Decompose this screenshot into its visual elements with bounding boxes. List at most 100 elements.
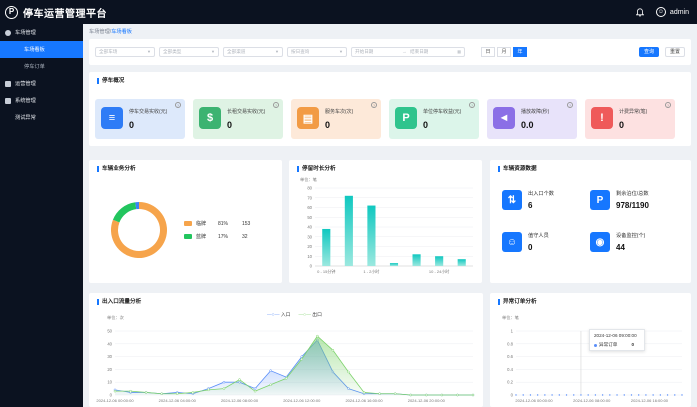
- sidebar-group-label: 车场管理: [15, 30, 36, 36]
- flow-point: [284, 377, 288, 380]
- abnormal-title: 异常订单分析: [498, 299, 537, 305]
- sidebar-group-system[interactable]: 系统管理: [0, 92, 83, 109]
- tooltip-dot: [594, 343, 597, 347]
- y-tick-label: 20: [307, 244, 312, 249]
- help-icon[interactable]: ?: [175, 102, 181, 108]
- resource-item: P 剩余泊位/总数 978/1190: [590, 188, 680, 224]
- breadcrumb-current: 车场看板: [111, 29, 132, 35]
- logo[interactable]: P 停车运营管理平台: [0, 5, 107, 20]
- y-tick-label: 0: [310, 264, 313, 269]
- help-icon[interactable]: ?: [273, 102, 279, 108]
- x-tick-label: 2024-12-06 00:00:00: [96, 398, 134, 403]
- legend-outbound[interactable]: —○— 出口: [298, 313, 322, 318]
- breadcrumb-parent[interactable]: 车场管理: [89, 29, 110, 35]
- gate-icon: ⇅: [502, 190, 522, 210]
- card-value: 0: [423, 120, 429, 130]
- resource-label: 值守人员: [528, 233, 549, 239]
- card-label: 计费异常(笔): [619, 109, 648, 115]
- period-day-button[interactable]: 日: [481, 47, 495, 57]
- duration-bar[interactable]: [367, 205, 376, 266]
- flow-point: [362, 391, 366, 394]
- y-tick-label: 1: [511, 329, 514, 334]
- sidebar-group-test[interactable]: 测试异常: [0, 109, 83, 126]
- x-tick-label: 2024-12-06 16:00:00: [345, 398, 383, 403]
- app-title: 停车运营管理平台: [23, 8, 107, 20]
- duration-bar[interactable]: [322, 228, 331, 266]
- legend-pct: 81%: [218, 220, 229, 227]
- duration-bar[interactable]: [435, 256, 444, 266]
- flow-point: [425, 393, 428, 397]
- bell-icon[interactable]: [635, 7, 644, 17]
- money-bag-icon: $: [199, 107, 221, 129]
- duration-bar[interactable]: [412, 254, 421, 266]
- y-tick-label: 70: [307, 195, 312, 200]
- donut-slice[interactable]: [112, 202, 137, 223]
- help-icon[interactable]: ?: [371, 102, 377, 108]
- y-tick-label: 30: [107, 354, 112, 359]
- chevron-down-icon: ▼: [147, 49, 151, 54]
- date-range-picker[interactable]: 开始日期 → 结束日期 ▦: [351, 47, 465, 57]
- card-label: 长租交易实收(元): [227, 109, 266, 115]
- channel-select[interactable]: 全部渠道 ▼: [223, 47, 283, 57]
- x-tick-label: 2024-12-06 16:00:00: [631, 398, 669, 403]
- query-mode-select[interactable]: 按日查询 ▼: [287, 47, 347, 57]
- abnormal-point: [674, 394, 676, 396]
- type-select[interactable]: 全部类型 ▼: [159, 47, 219, 57]
- flow-point: [393, 392, 397, 395]
- flow-point: [160, 392, 163, 395]
- duration-bar[interactable]: [389, 263, 399, 266]
- resource-item: ◉ 设备监控(个) 44: [590, 230, 680, 266]
- abnormal-point: [681, 394, 683, 396]
- mute-icon: ◄: [493, 107, 515, 129]
- help-icon[interactable]: ?: [665, 102, 671, 108]
- abnormal-point: [565, 394, 568, 396]
- abnormal-point: [515, 394, 517, 396]
- card-value: 0: [129, 120, 135, 130]
- y-tick-label: 0.2: [507, 380, 513, 385]
- vehicle-business-panel: 车辆业务分析 临牌 81% 153 蓝牌 17% 32: [89, 160, 282, 283]
- flow-point: [378, 392, 381, 395]
- help-icon[interactable]: ?: [567, 102, 573, 108]
- avatar-icon: ☺: [655, 7, 666, 17]
- duration-bar-chart: 0 10 20 30 40 50 60 70 80 0 - 15分钟 1 - 2小时 10 - 24小…: [307, 186, 473, 274]
- x-tick-label: 2024-12-06 04:00:00: [159, 398, 197, 403]
- legend-row-temp: 临牌 81% 153: [184, 220, 250, 227]
- parking-lot-select[interactable]: 全部车场 ▼: [95, 47, 155, 57]
- sidebar-item-orders[interactable]: 停车订单: [24, 64, 45, 70]
- sidebar-group-operation[interactable]: 运营管理: [0, 75, 83, 92]
- search-button[interactable]: 查询: [639, 47, 659, 57]
- card-label: 服务车次(次): [325, 109, 354, 115]
- abnormal-point: [551, 394, 553, 396]
- overview-panel: 停车概况 ≡ 停车交易实收(元) 0? $ 长租交易实收(元) 0? ▤ 服务车次(次) 0? P…: [89, 72, 691, 146]
- sidebar-item-dashboard[interactable]: 车场看板: [0, 41, 83, 58]
- duration-bar[interactable]: [457, 259, 466, 266]
- user-menu[interactable]: ☺ admin: [655, 7, 689, 17]
- flow-point: [253, 387, 257, 390]
- chevron-down-icon: ▼: [211, 49, 215, 54]
- overview-card: ▤ 服务车次(次) 0?: [291, 99, 381, 139]
- car-icon: ▤: [297, 107, 319, 129]
- sidebar-group-parking[interactable]: 车场管理: [0, 24, 83, 41]
- flow-line[interactable]: [115, 335, 473, 396]
- parking-logo-icon: P: [5, 5, 18, 19]
- reset-button[interactable]: 重置: [665, 47, 685, 57]
- y-tick-label: 0: [511, 393, 514, 398]
- help-icon[interactable]: ?: [469, 102, 475, 108]
- card-label: 停车交易实收(元): [129, 109, 168, 115]
- donut-chart: [111, 202, 167, 258]
- y-tick-label: 50: [107, 329, 112, 334]
- period-month-button[interactable]: 月: [497, 47, 511, 57]
- period-year-button[interactable]: 年: [513, 47, 527, 57]
- duration-bar[interactable]: [344, 195, 353, 266]
- parking-lot-icon: [5, 29, 11, 36]
- legend-inbound[interactable]: —○— 入口: [267, 313, 291, 318]
- tooltip-row: 异常订单: [594, 342, 617, 348]
- donut-slice[interactable]: [135, 202, 139, 210]
- person-icon: ☺: [502, 232, 522, 252]
- abnormal-point: [594, 394, 597, 396]
- flow-legend: —○— 入口 —○— 出口: [267, 311, 322, 318]
- date-end: 结束日期: [410, 49, 429, 54]
- flow-point: [331, 348, 335, 352]
- legend-swatch: [184, 234, 192, 239]
- x-tick-label: 2024-12-06 00:00:00: [515, 398, 553, 403]
